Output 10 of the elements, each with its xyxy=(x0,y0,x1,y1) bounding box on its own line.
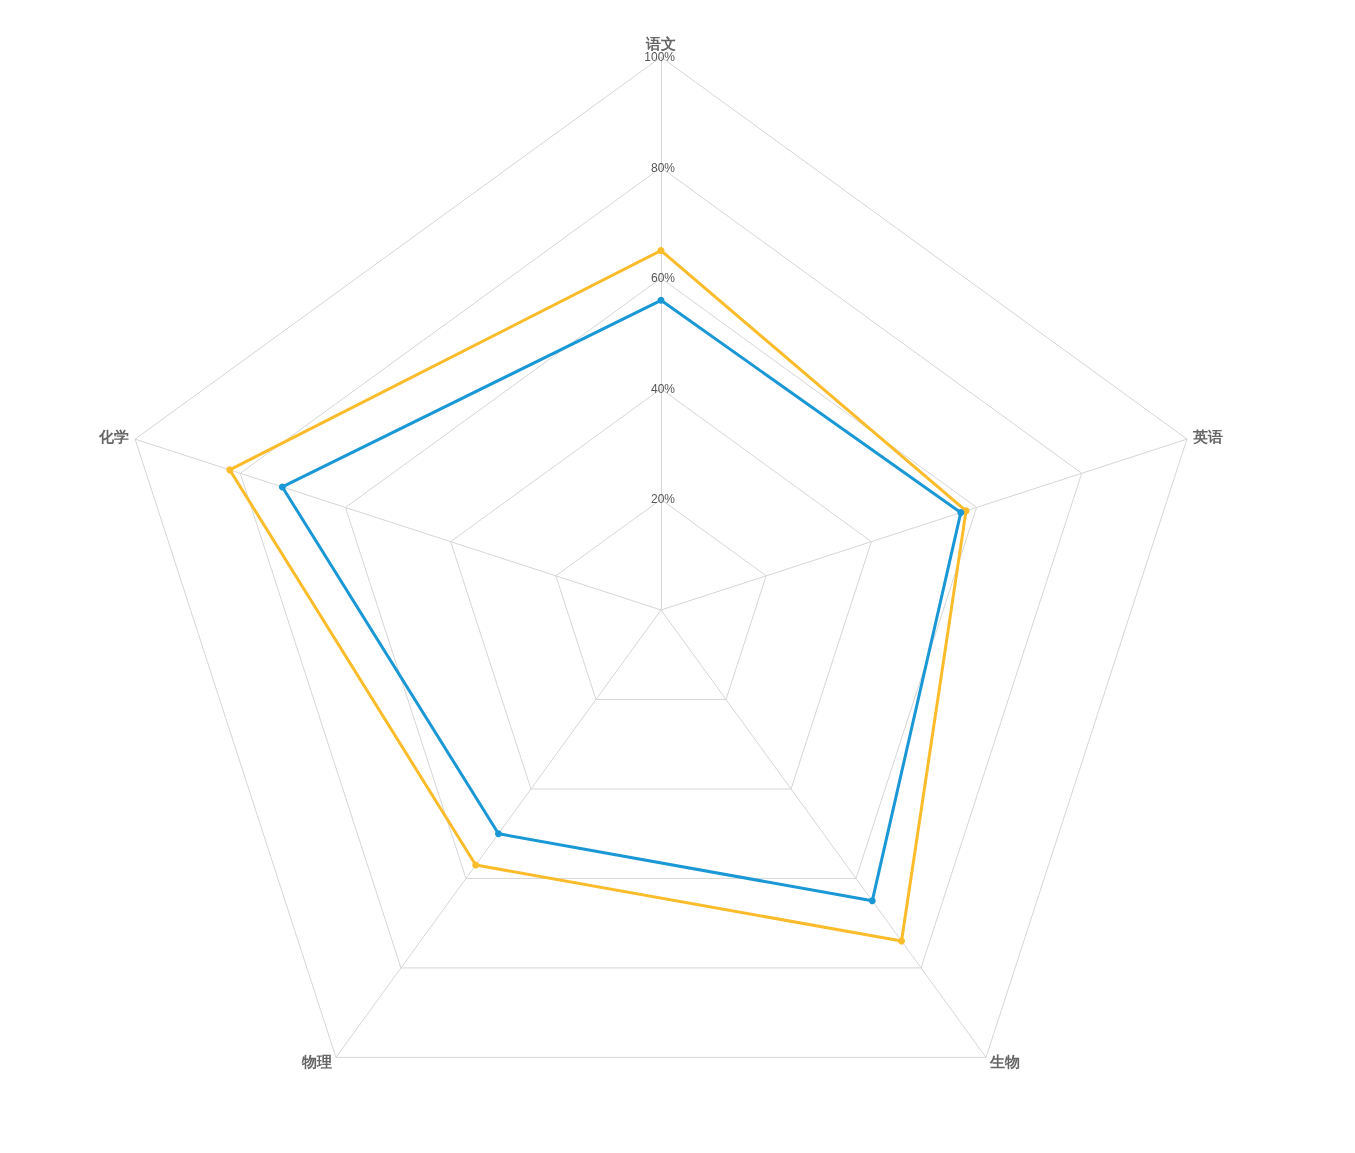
y-tick-label: 20% xyxy=(650,492,676,507)
spoke-label: 语文 xyxy=(645,34,676,53)
y-tick-label: 60% xyxy=(650,271,676,286)
spoke-label: 化学 xyxy=(98,428,130,447)
y-tick-label: 80% xyxy=(650,160,676,175)
spoke-label: 生物 xyxy=(988,1053,1020,1072)
spoke-label: 英语 xyxy=(1191,428,1223,447)
y-tick-label: 40% xyxy=(650,381,676,396)
y-tick-label: 100% xyxy=(644,50,676,64)
spoke-label: 物理 xyxy=(301,1053,333,1072)
